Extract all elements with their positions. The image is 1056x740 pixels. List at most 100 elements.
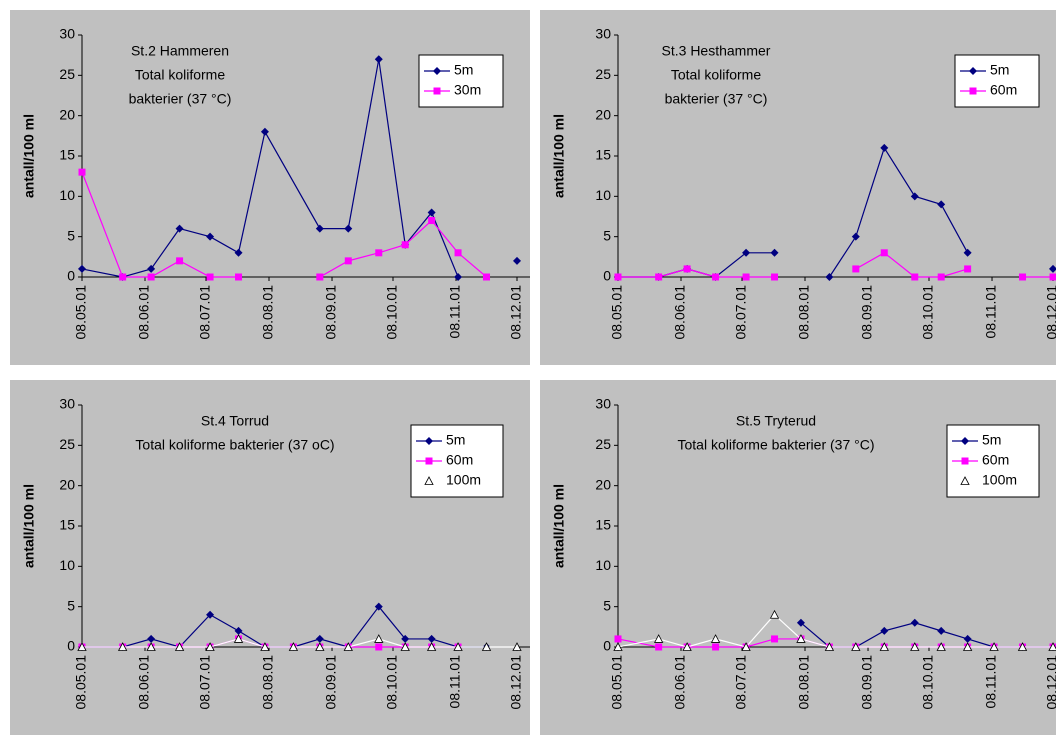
marker	[344, 224, 353, 233]
chart-title: Total koliforme	[671, 67, 761, 83]
marker	[879, 642, 889, 651]
marker	[880, 626, 889, 635]
x-tick-label: 08.07.01	[197, 655, 213, 710]
marker	[454, 273, 463, 281]
marker	[176, 257, 184, 265]
y-tick-label: 10	[59, 557, 75, 573]
y-axis-label: antall/100 ml	[21, 114, 37, 198]
y-tick-label: 15	[595, 147, 611, 163]
marker	[206, 610, 215, 619]
marker	[426, 642, 437, 651]
x-tick-label: 08.11.01	[447, 285, 463, 339]
marker	[963, 248, 972, 257]
marker	[1049, 264, 1056, 273]
chart-title: Total koliforme bakterier (37 oC)	[135, 437, 334, 453]
marker	[682, 642, 692, 651]
series-line	[617, 613, 1053, 648]
y-tick-label: 5	[603, 227, 611, 243]
legend-label: 5m	[446, 432, 465, 448]
marker	[375, 643, 383, 651]
marker	[206, 273, 214, 281]
marker	[483, 273, 491, 281]
marker	[288, 642, 299, 651]
marker	[1049, 273, 1056, 281]
y-tick-label: 15	[59, 517, 75, 533]
legend-marker	[969, 87, 977, 95]
series-line	[82, 638, 517, 648]
marker	[769, 609, 780, 619]
marker	[824, 642, 835, 651]
x-tick-label: 08.09.01	[323, 655, 339, 710]
y-tick-label: 10	[595, 187, 611, 203]
marker	[937, 200, 946, 209]
legend-label: 5m	[990, 62, 1009, 78]
x-tick-label: 08.12.01	[508, 655, 524, 710]
marker	[937, 626, 946, 635]
marker	[400, 642, 410, 651]
marker	[962, 642, 973, 651]
marker	[513, 256, 521, 265]
chart-title: St.3 Hesthammer	[662, 43, 771, 59]
marker	[1017, 642, 1028, 651]
legend-marker	[433, 87, 441, 95]
marker	[147, 634, 156, 643]
marker	[205, 642, 215, 651]
marker	[910, 642, 920, 651]
marker	[428, 217, 436, 225]
marker	[851, 232, 860, 241]
marker	[374, 602, 383, 611]
marker	[374, 634, 384, 643]
marker	[1048, 642, 1056, 651]
marker	[910, 618, 919, 627]
legend-marker	[424, 476, 434, 485]
y-tick-label: 25	[59, 66, 75, 82]
x-tick-label: 08.09.01	[859, 655, 875, 710]
marker	[910, 192, 919, 201]
marker	[206, 232, 215, 241]
marker	[78, 264, 86, 273]
marker	[880, 249, 888, 257]
y-tick-label: 5	[67, 597, 75, 613]
marker	[147, 264, 156, 273]
marker	[481, 642, 492, 651]
y-axis-label: antall/100 ml	[21, 484, 37, 568]
marker	[963, 634, 972, 643]
marker	[851, 642, 861, 651]
legend-marker	[961, 437, 969, 445]
marker	[260, 642, 270, 651]
x-tick-label: 08.05.01	[609, 655, 625, 710]
marker	[401, 634, 410, 643]
marker	[234, 248, 243, 257]
marker	[989, 642, 999, 651]
legend-marker	[961, 457, 969, 465]
marker	[710, 634, 721, 643]
marker	[344, 257, 352, 265]
x-tick-label: 08.12.01	[508, 285, 524, 340]
legend-label: 100m	[982, 472, 1017, 488]
marker	[119, 273, 127, 281]
marker	[315, 634, 324, 643]
y-tick-label: 10	[595, 557, 611, 573]
x-tick-label: 08.10.01	[920, 655, 936, 710]
x-tick-label: 08.05.01	[73, 285, 89, 340]
x-tick-label: 08.10.01	[384, 655, 400, 710]
legend-marker	[425, 437, 433, 445]
marker	[78, 168, 86, 176]
y-tick-label: 20	[595, 476, 611, 492]
x-tick-label: 08.08.01	[796, 285, 812, 340]
marker	[453, 642, 463, 651]
marker	[401, 241, 409, 249]
legend-label: 5m	[982, 432, 1001, 448]
legend-label: 30m	[454, 82, 481, 98]
marker	[655, 643, 663, 651]
y-tick-label: 20	[595, 106, 611, 122]
marker	[683, 265, 691, 273]
chart-title: St.5 Tryterud	[736, 413, 816, 429]
marker	[825, 273, 834, 281]
y-tick-label: 0	[67, 638, 75, 654]
x-tick-label: 08.07.01	[733, 285, 749, 340]
marker	[796, 634, 806, 643]
marker	[315, 224, 324, 233]
x-tick-label: 08.09.01	[859, 285, 875, 340]
